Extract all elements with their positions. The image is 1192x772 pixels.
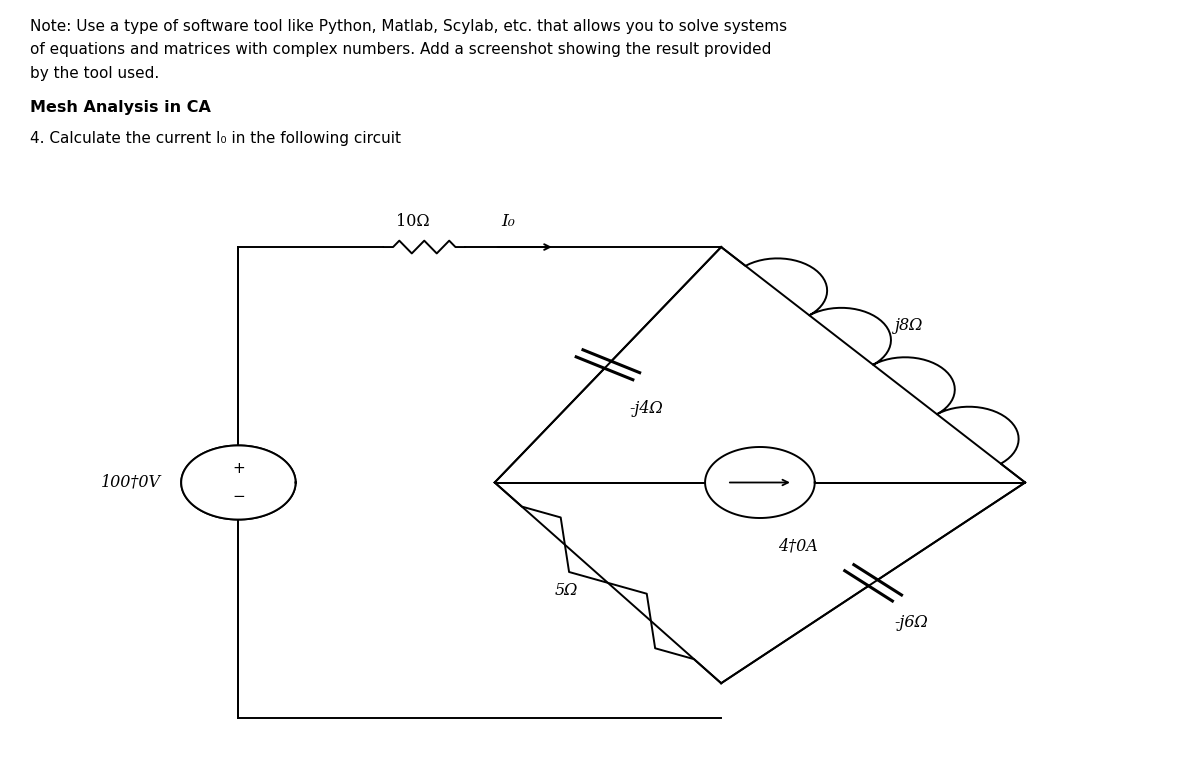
Text: -j6Ω: -j6Ω: [894, 614, 929, 631]
Polygon shape: [181, 445, 296, 520]
Text: Note: Use a type of software tool like Python, Matlab, Scylab, etc. that allows : Note: Use a type of software tool like P…: [30, 19, 787, 34]
Text: −: −: [232, 489, 244, 504]
Text: I₀: I₀: [501, 213, 515, 230]
Text: 4. Calculate the current I₀ in the following circuit: 4. Calculate the current I₀ in the follo…: [30, 131, 401, 146]
Text: 10Ω: 10Ω: [396, 213, 429, 230]
Text: Mesh Analysis in CA: Mesh Analysis in CA: [30, 100, 211, 115]
Text: of equations and matrices with complex numbers. Add a screenshot showing the res: of equations and matrices with complex n…: [30, 42, 771, 57]
Text: +: +: [232, 461, 244, 476]
Text: j8Ω: j8Ω: [894, 317, 923, 334]
Polygon shape: [706, 447, 815, 518]
Text: -j4Ω: -j4Ω: [629, 399, 663, 417]
Text: 4†0A: 4†0A: [777, 537, 818, 554]
Text: 100†0V: 100†0V: [101, 474, 161, 491]
Text: 5Ω: 5Ω: [554, 582, 578, 599]
Text: by the tool used.: by the tool used.: [30, 66, 159, 80]
